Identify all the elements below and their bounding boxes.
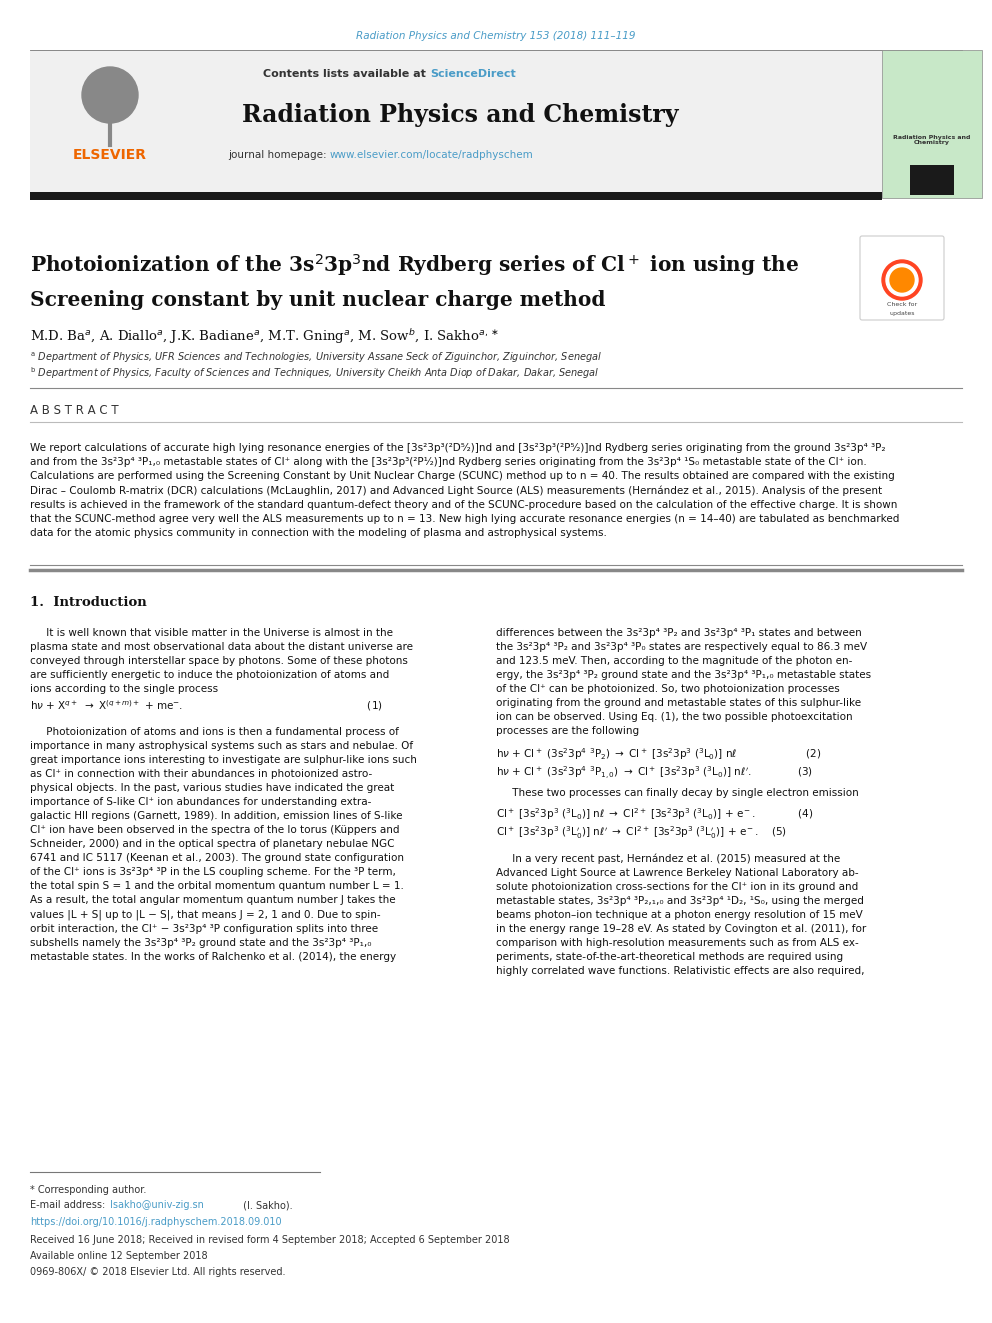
Text: E-mail address:: E-mail address: <box>30 1200 108 1211</box>
Text: Radiation Physics and Chemistry: Radiation Physics and Chemistry <box>242 103 679 127</box>
Text: www.elsevier.com/locate/radphyschem: www.elsevier.com/locate/radphyschem <box>330 149 534 160</box>
Circle shape <box>886 265 918 296</box>
Circle shape <box>890 269 914 292</box>
FancyBboxPatch shape <box>860 235 944 320</box>
Text: Radiation Physics and
Chemistry: Radiation Physics and Chemistry <box>894 135 971 146</box>
Circle shape <box>82 67 138 123</box>
Text: 1.  Introduction: 1. Introduction <box>30 597 147 610</box>
Bar <box>30 50 882 198</box>
Text: differences between the 3s²3p⁴ ³P₂ and 3s²3p⁴ ³P₁ states and between
the 3s²3p⁴ : differences between the 3s²3p⁴ ³P₂ and 3… <box>496 628 871 736</box>
Text: Photoionization of the 3s$^2$3p$^3$nd Rydberg series of Cl$^+$ ion using the: Photoionization of the 3s$^2$3p$^3$nd Ry… <box>30 253 800 278</box>
Text: These two processes can finally decay by single electron emission: These two processes can finally decay by… <box>496 789 859 798</box>
Text: Cl$^+$ [3s$^2$3p$^3$ ($^3$L$_0^\prime$)] n$\ell^\prime$ $\rightarrow$ Cl$^{2+}$ : Cl$^+$ [3s$^2$3p$^3$ ($^3$L$_0^\prime$)]… <box>496 824 787 841</box>
Text: Check for: Check for <box>887 303 917 307</box>
Text: Isakho@univ-zig.sn: Isakho@univ-zig.sn <box>110 1200 204 1211</box>
Text: * Corresponding author.: * Corresponding author. <box>30 1185 147 1195</box>
Text: $^{\rm a}$ Department of Physics, UFR Sciences and Technologies, University Assa: $^{\rm a}$ Department of Physics, UFR Sc… <box>30 351 602 365</box>
Bar <box>30 192 882 200</box>
Text: (I. Sakho).: (I. Sakho). <box>240 1200 293 1211</box>
Text: Received 16 June 2018; Received in revised form 4 September 2018; Accepted 6 Sep: Received 16 June 2018; Received in revis… <box>30 1234 510 1245</box>
Text: Available online 12 September 2018: Available online 12 September 2018 <box>30 1252 207 1261</box>
Text: h$\nu$ + X$^{q+}$ $\rightarrow$ X$^{(q+m)+}$ + me$^{-}$.                        : h$\nu$ + X$^{q+}$ $\rightarrow$ X$^{(q+m… <box>30 699 383 713</box>
Text: ScienceDirect: ScienceDirect <box>430 69 516 79</box>
Bar <box>882 50 982 198</box>
Text: https://doi.org/10.1016/j.radphyschem.2018.09.010: https://doi.org/10.1016/j.radphyschem.20… <box>30 1217 282 1226</box>
Text: Contents lists available at: Contents lists available at <box>263 69 430 79</box>
Text: Photoionization of atoms and ions is then a fundamental process of
importance in: Photoionization of atoms and ions is the… <box>30 728 417 962</box>
Text: We report calculations of accurate high lying resonance energies of the [3s²3p³(: We report calculations of accurate high … <box>30 443 900 537</box>
Text: h$\nu$ + Cl$^+$ (3s$^2$3p$^4$ $^3$P$_{1,0}$) $\rightarrow$ Cl$^+$ [3s$^2$3p$^3$ : h$\nu$ + Cl$^+$ (3s$^2$3p$^4$ $^3$P$_{1,… <box>496 765 812 782</box>
Text: $^{\rm b}$ Department of Physics, Faculty of Sciences and Techniques, University: $^{\rm b}$ Department of Physics, Facult… <box>30 365 599 381</box>
Circle shape <box>882 261 922 300</box>
Text: updates: updates <box>889 311 915 315</box>
Text: Screening constant by unit nuclear charge method: Screening constant by unit nuclear charg… <box>30 290 605 310</box>
Text: A B S T R A C T: A B S T R A C T <box>30 404 119 417</box>
Text: 0969-806X/ © 2018 Elsevier Ltd. All rights reserved.: 0969-806X/ © 2018 Elsevier Ltd. All righ… <box>30 1267 286 1277</box>
Text: In a very recent past, Hernández et al. (2015) measured at the
Advanced Light So: In a very recent past, Hernández et al. … <box>496 855 866 976</box>
Text: ELSEVIER: ELSEVIER <box>73 148 147 161</box>
Text: h$\nu$ + Cl$^+$ (3s$^2$3p$^4$ $^3$P$_2$) $\rightarrow$ Cl$^+$ [3s$^2$3p$^3$ ($^3: h$\nu$ + Cl$^+$ (3s$^2$3p$^4$ $^3$P$_2$)… <box>496 746 821 762</box>
Text: journal homepage:: journal homepage: <box>228 149 330 160</box>
Bar <box>910 165 954 194</box>
Text: It is well known that visible matter in the Universe is almost in the
plasma sta: It is well known that visible matter in … <box>30 628 413 695</box>
Text: Cl$^+$ [3s$^2$3p$^3$ ($^3$L$_0$)] n$\ell$ $\rightarrow$ Cl$^{2+}$ [3s$^2$3p$^3$ : Cl$^+$ [3s$^2$3p$^3$ ($^3$L$_0$)] n$\ell… <box>496 806 813 822</box>
Text: Radiation Physics and Chemistry 153 (2018) 111–119: Radiation Physics and Chemistry 153 (201… <box>356 30 636 41</box>
Text: M.D. Ba$^a$, A. Diallo$^a$, J.K. Badiane$^a$, M.T. Gning$^a$, M. Sow$^b$, I. Sak: M.D. Ba$^a$, A. Diallo$^a$, J.K. Badiane… <box>30 328 499 347</box>
